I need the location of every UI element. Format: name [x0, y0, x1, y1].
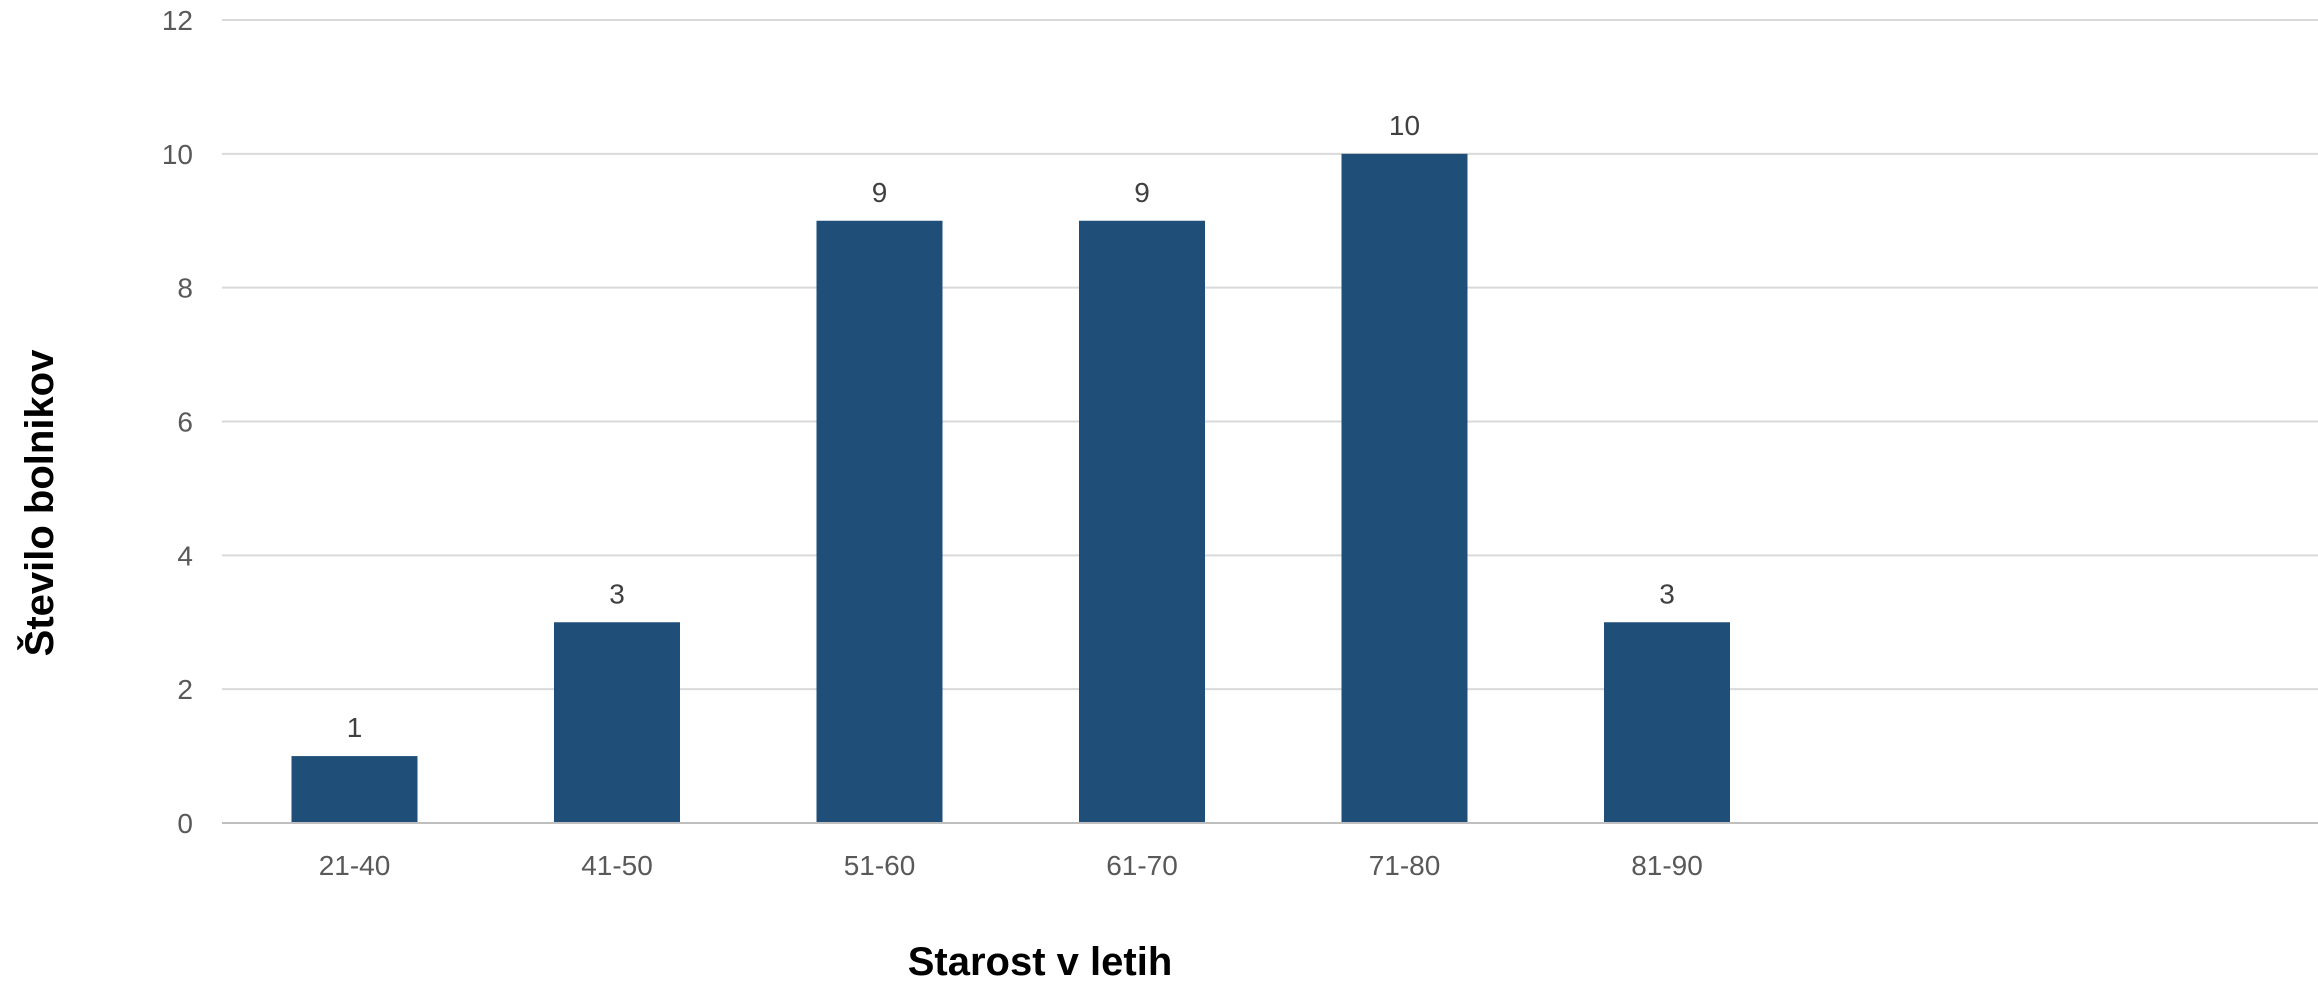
- x-tick-label: 71-80: [1369, 850, 1441, 881]
- x-tick-label: 81-90: [1631, 850, 1703, 881]
- x-tick-label: 51-60: [844, 850, 916, 881]
- data-labels: 1 3 9 9 10 3: [347, 110, 1675, 743]
- y-tick-label: 0: [177, 808, 193, 839]
- y-tick-label: 4: [177, 540, 193, 571]
- y-tick-label: 10: [162, 139, 193, 170]
- bar: [1341, 153, 1468, 824]
- gridlines: [222, 19, 2318, 691]
- y-tick-label: 6: [177, 407, 193, 438]
- x-axis-title: Starost v letih: [908, 940, 1173, 982]
- x-tick-label: 61-70: [1106, 850, 1178, 881]
- y-tick-label: 8: [177, 273, 193, 304]
- data-label: 10: [1389, 110, 1420, 141]
- data-label: 9: [1134, 177, 1150, 208]
- y-tick-labels: 0 2 4 6 8 10 12: [162, 5, 193, 839]
- bar: [816, 220, 943, 823]
- bar: [554, 622, 680, 823]
- bar: [291, 756, 418, 823]
- data-label: 3: [1659, 578, 1675, 609]
- x-tick-label: 21-40: [319, 850, 391, 881]
- bar: [1079, 220, 1205, 823]
- y-axis-title: Število bolnikov: [16, 349, 62, 656]
- data-label: 3: [609, 578, 625, 609]
- x-tick-labels: 21-40 41-50 51-60 61-70 71-80 81-90: [319, 850, 1703, 881]
- data-label: 9: [872, 177, 888, 208]
- y-tick-label: 12: [162, 5, 193, 36]
- x-tick-label: 41-50: [581, 850, 653, 881]
- y-tick-label: 2: [177, 674, 193, 705]
- bars: [291, 153, 1730, 824]
- bar: [1604, 622, 1730, 823]
- data-label: 1: [347, 712, 363, 743]
